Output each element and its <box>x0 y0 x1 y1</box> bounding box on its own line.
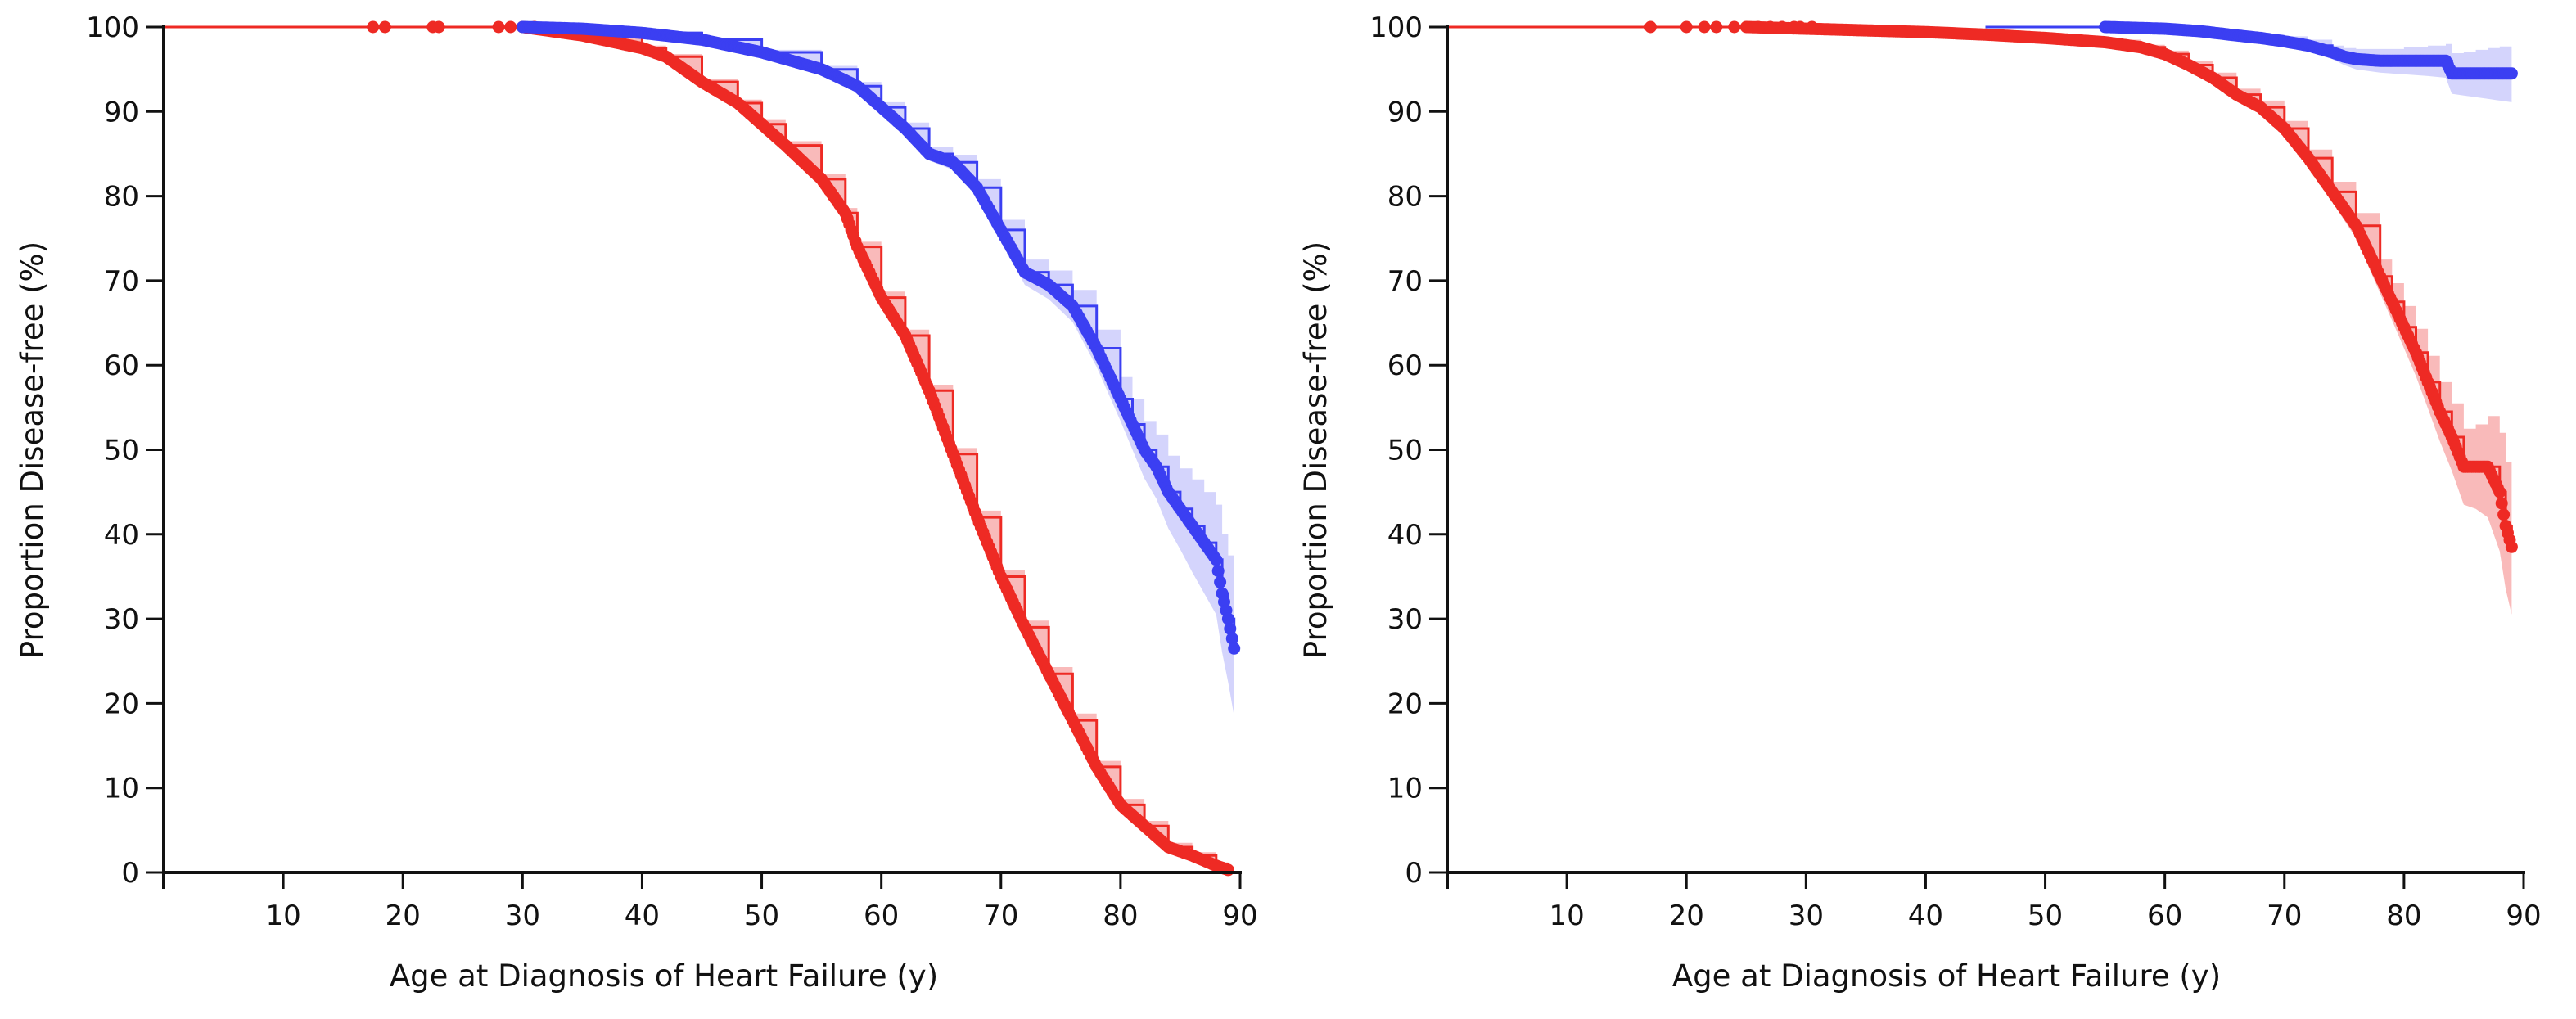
left-blue-event-markers <box>516 20 1241 655</box>
right-y-tick-label: 80 <box>1387 181 1423 214</box>
right-red-censor-marker <box>1644 20 1657 34</box>
left-x-tick-label: 30 <box>505 900 540 932</box>
left-red-event-markers <box>367 20 1234 877</box>
left-y-tick-label: 70 <box>104 265 139 298</box>
left-y-tick-label: 40 <box>104 519 139 552</box>
right-axes <box>1446 25 2525 889</box>
left-x-tick-label: 70 <box>983 900 1018 932</box>
right-x-tick-label: 50 <box>2028 900 2063 932</box>
left-y-tick-label: 50 <box>104 435 139 467</box>
left-x-tick-label: 20 <box>386 900 421 932</box>
left-red-survival-line <box>164 25 1229 870</box>
left-x-tick-label: 10 <box>265 900 300 932</box>
left-blue-event-marker <box>1221 612 1234 625</box>
left-blue-confidence-band <box>522 27 1234 716</box>
right-red-censor-marker <box>1764 20 1776 34</box>
right-red-event-marker <box>2493 485 2506 498</box>
left-y-tick-label: 100 <box>86 11 139 44</box>
right-blue-event-marker <box>2505 67 2518 80</box>
left-y-tick-label: 60 <box>104 349 139 382</box>
right-red-censor-marker <box>1775 20 1789 34</box>
left-y-tick-label: 20 <box>104 688 139 720</box>
right-x-axis-title: Age at Diagnosis of Heart Failure (y) <box>1672 958 2221 994</box>
left-blue-event-marker <box>1211 565 1225 578</box>
right-red-event-markers <box>1644 20 2518 553</box>
right-red-event-marker <box>2505 540 2518 553</box>
right-chart-panel: Age at Diagnosis of Heart Failure (y) Pr… <box>1298 11 2542 994</box>
left-chart-panel: Age at Diagnosis of Heart Failure (y) Pr… <box>15 11 1258 994</box>
left-blue-event-marker <box>1228 642 1241 655</box>
right-x-tick-label: 40 <box>1908 900 1943 932</box>
right-x-tick-label: 70 <box>2267 900 2302 932</box>
right-y-tick-label: 20 <box>1387 688 1423 720</box>
left-red-censor-marker <box>492 20 505 34</box>
right-y-tick-label: 0 <box>1405 857 1423 890</box>
left-y-tick-label: 0 <box>121 857 139 890</box>
right-y-tick-label: 90 <box>1387 96 1423 129</box>
left-red-censor-marker <box>378 20 391 34</box>
right-y-tick-label: 100 <box>1369 11 1423 44</box>
left-axes <box>162 25 1242 889</box>
left-blue-event-marker <box>1214 575 1227 588</box>
right-red-censor-marker <box>1680 20 1693 34</box>
left-y-tick-label: 80 <box>104 181 139 214</box>
right-red-event-marker <box>2497 508 2511 521</box>
left-blue-event-marker <box>1210 553 1223 566</box>
left-y-tick-label: 30 <box>104 603 139 636</box>
right-red-event-marker <box>2495 497 2508 510</box>
right-red-censor-marker <box>1710 20 1723 34</box>
right-plot-area <box>1447 20 2518 615</box>
left-red-event-marker <box>1221 863 1234 877</box>
left-red-censor-marker <box>367 20 380 34</box>
left-y-tick-label: 10 <box>104 773 139 805</box>
right-red-censor-marker <box>1806 20 1819 34</box>
right-x-tick-label: 90 <box>2506 900 2541 932</box>
left-x-tick-label: 90 <box>1222 900 1257 932</box>
right-red-censor-marker <box>1752 20 1765 34</box>
right-red-confidence-band <box>1447 27 2512 615</box>
left-blue-event-marker <box>1224 622 1237 635</box>
right-red-censor-marker <box>1728 20 1741 34</box>
right-x-tick-label: 60 <box>2147 900 2182 932</box>
left-y-axis-title: Proportion Disease-free (%) <box>15 241 50 659</box>
left-x-tick-label: 60 <box>864 900 899 932</box>
right-y-tick-label: 10 <box>1387 773 1423 805</box>
left-x-axis-title: Age at Diagnosis of Heart Failure (y) <box>390 958 938 994</box>
right-x-tick-label: 20 <box>1669 900 1704 932</box>
left-blue-survival-line <box>522 25 1236 649</box>
right-y-tick-label: 60 <box>1387 349 1423 382</box>
right-red-survival-line <box>1447 25 2513 548</box>
right-y-axis-title: Proportion Disease-free (%) <box>1298 241 1333 659</box>
right-red-censor-marker <box>1793 20 1807 34</box>
left-red-censor-marker <box>504 20 517 34</box>
right-red-censor-marker <box>1698 20 1711 34</box>
left-x-tick-label: 40 <box>625 900 660 932</box>
left-y-tick-label: 90 <box>104 96 139 129</box>
right-x-tick-label: 80 <box>2386 900 2421 932</box>
right-y-tick-label: 70 <box>1387 265 1423 298</box>
left-red-censor-marker <box>432 20 445 34</box>
right-y-tick-label: 50 <box>1387 435 1423 467</box>
left-x-tick-label: 80 <box>1103 900 1138 932</box>
left-plot-area <box>164 20 1241 877</box>
left-x-tick-label: 50 <box>744 900 779 932</box>
right-x-tick-label: 10 <box>1549 900 1584 932</box>
right-y-tick-label: 40 <box>1387 519 1423 552</box>
right-x-tick-label: 30 <box>1789 900 1824 932</box>
left-blue-event-marker <box>1225 632 1238 645</box>
right-blue-event-markers <box>2099 20 2518 80</box>
right-y-tick-label: 30 <box>1387 603 1423 636</box>
left-red-confidence-band <box>164 27 1229 872</box>
